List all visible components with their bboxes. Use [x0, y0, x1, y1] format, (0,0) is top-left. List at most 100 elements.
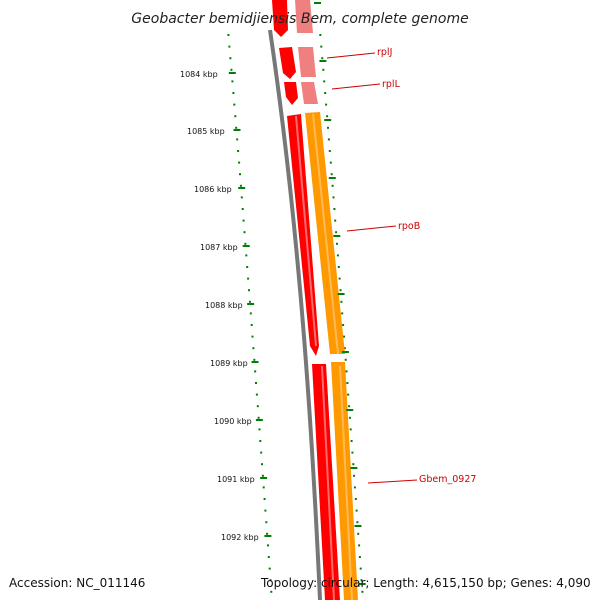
gene-feature-rpoB-highlight [295, 115, 317, 347]
gene-label-rplL: rplL [382, 79, 401, 90]
ring-dot [227, 34, 230, 36]
tick-label: 1088 kbp [205, 301, 243, 310]
ring-dot [261, 463, 263, 466]
tick-label: 1092 kbp [221, 533, 259, 542]
ring-dot [245, 254, 248, 257]
ring-dot [255, 393, 258, 396]
map-title: Geobacter bemidjiensis Bem, complete gen… [131, 11, 468, 27]
ring-dot [248, 289, 250, 292]
ring-dot [260, 451, 263, 454]
gene-feature-gbem-red [312, 364, 340, 600]
ring-dot [321, 57, 324, 60]
genome-summary-text: Topology: circular; Length: 4,615,150 bp… [261, 576, 591, 590]
ring-dot [246, 266, 249, 268]
ring-dot [239, 184, 242, 187]
gene-feature-rplL-red [284, 82, 298, 105]
ring-dot [238, 161, 241, 164]
ring-dot [330, 173, 333, 176]
ring-dot [349, 428, 352, 431]
ring-dot [328, 150, 331, 152]
ring-dot [352, 463, 355, 466]
tick-label: 1084 kbp [180, 70, 218, 79]
ring-dot [331, 184, 334, 187]
ring-dot [234, 115, 237, 118]
gene-feature-rpoB-orange-highlight [312, 113, 339, 355]
dotted-ring-inner [227, 34, 273, 593]
ring-dot [339, 289, 342, 292]
ring-dot [324, 92, 327, 94]
ring-dot [250, 324, 253, 326]
ring-dot [345, 370, 348, 373]
tick-marks [228, 2, 366, 585]
leader-line-rpoB [346, 225, 397, 232]
ring-dot [244, 242, 247, 245]
dotted-ring-outer [319, 34, 364, 593]
ring-dot [265, 521, 268, 524]
ring-dot [233, 103, 236, 106]
tick-label: 1089 kbp [210, 359, 248, 368]
ring-dot [329, 161, 332, 164]
gene-feature-rplJ-pink [298, 47, 316, 77]
ring-dot [229, 57, 232, 60]
ring-dot [249, 312, 252, 315]
gene-label-rpoB: rpoB [398, 221, 420, 232]
tick-label: 1091 kbp [217, 475, 255, 484]
ring-dot [267, 556, 270, 558]
ring-dot [340, 300, 343, 303]
ring-dot [270, 590, 273, 593]
ring-dot [341, 312, 344, 315]
ring-dot [354, 498, 357, 500]
ring-dot [343, 347, 346, 350]
ring-dot [319, 34, 322, 36]
ring-dot [325, 103, 328, 106]
ring-dot [252, 347, 255, 350]
ring-dot [262, 486, 265, 489]
ring-dot [347, 393, 350, 396]
ring-dot [358, 556, 361, 558]
ring-dot [357, 532, 360, 535]
ring-dot [348, 416, 351, 419]
ring-dot [228, 45, 231, 48]
ring-dot [268, 567, 271, 570]
ring-dot [336, 242, 338, 245]
ring-dot [322, 68, 325, 71]
ring-dot [356, 521, 359, 524]
gene-feature-top-pink [295, 0, 313, 33]
tick-label: 1087 kbp [200, 243, 238, 252]
ring-dot [335, 231, 338, 234]
ring-dot [361, 590, 364, 593]
ring-dot [236, 138, 239, 141]
gene-label-rplJ: rplJ [377, 47, 392, 58]
ring-dot [247, 277, 250, 280]
ring-dot [258, 428, 261, 431]
ring-dot [251, 335, 254, 338]
ring-dot [240, 196, 243, 199]
tick-label: 1085 kbp [187, 127, 225, 136]
leader-line-rplJ [326, 52, 376, 59]
leader-line-rplL [331, 83, 381, 90]
ring-dot [333, 208, 336, 210]
ring-dot [358, 544, 361, 547]
ring-dot [334, 219, 337, 222]
ring-dot [259, 440, 262, 442]
ring-dot [348, 405, 351, 408]
ring-dot [264, 509, 267, 512]
ring-dot [266, 532, 269, 535]
leader-line-gbem [367, 479, 418, 484]
ring-dot [327, 126, 329, 129]
ring-dot [248, 300, 251, 303]
ring-dot [237, 150, 240, 152]
ring-dot [261, 474, 264, 477]
gene-feature-top-red [272, 0, 288, 37]
ring-dot [360, 579, 363, 582]
ring-dot [350, 440, 353, 442]
gene-feature-gbem-orange [331, 362, 358, 600]
gene-feature-rplJ-red [279, 47, 296, 79]
tick-label: 1086 kbp [194, 185, 232, 194]
ring-dot [323, 80, 326, 83]
ring-dot [337, 266, 340, 268]
tick-label: 1090 kbp [214, 417, 252, 426]
gene-feature-rplL-pink [301, 82, 318, 104]
gene-feature-gbem-highlight [321, 365, 335, 600]
